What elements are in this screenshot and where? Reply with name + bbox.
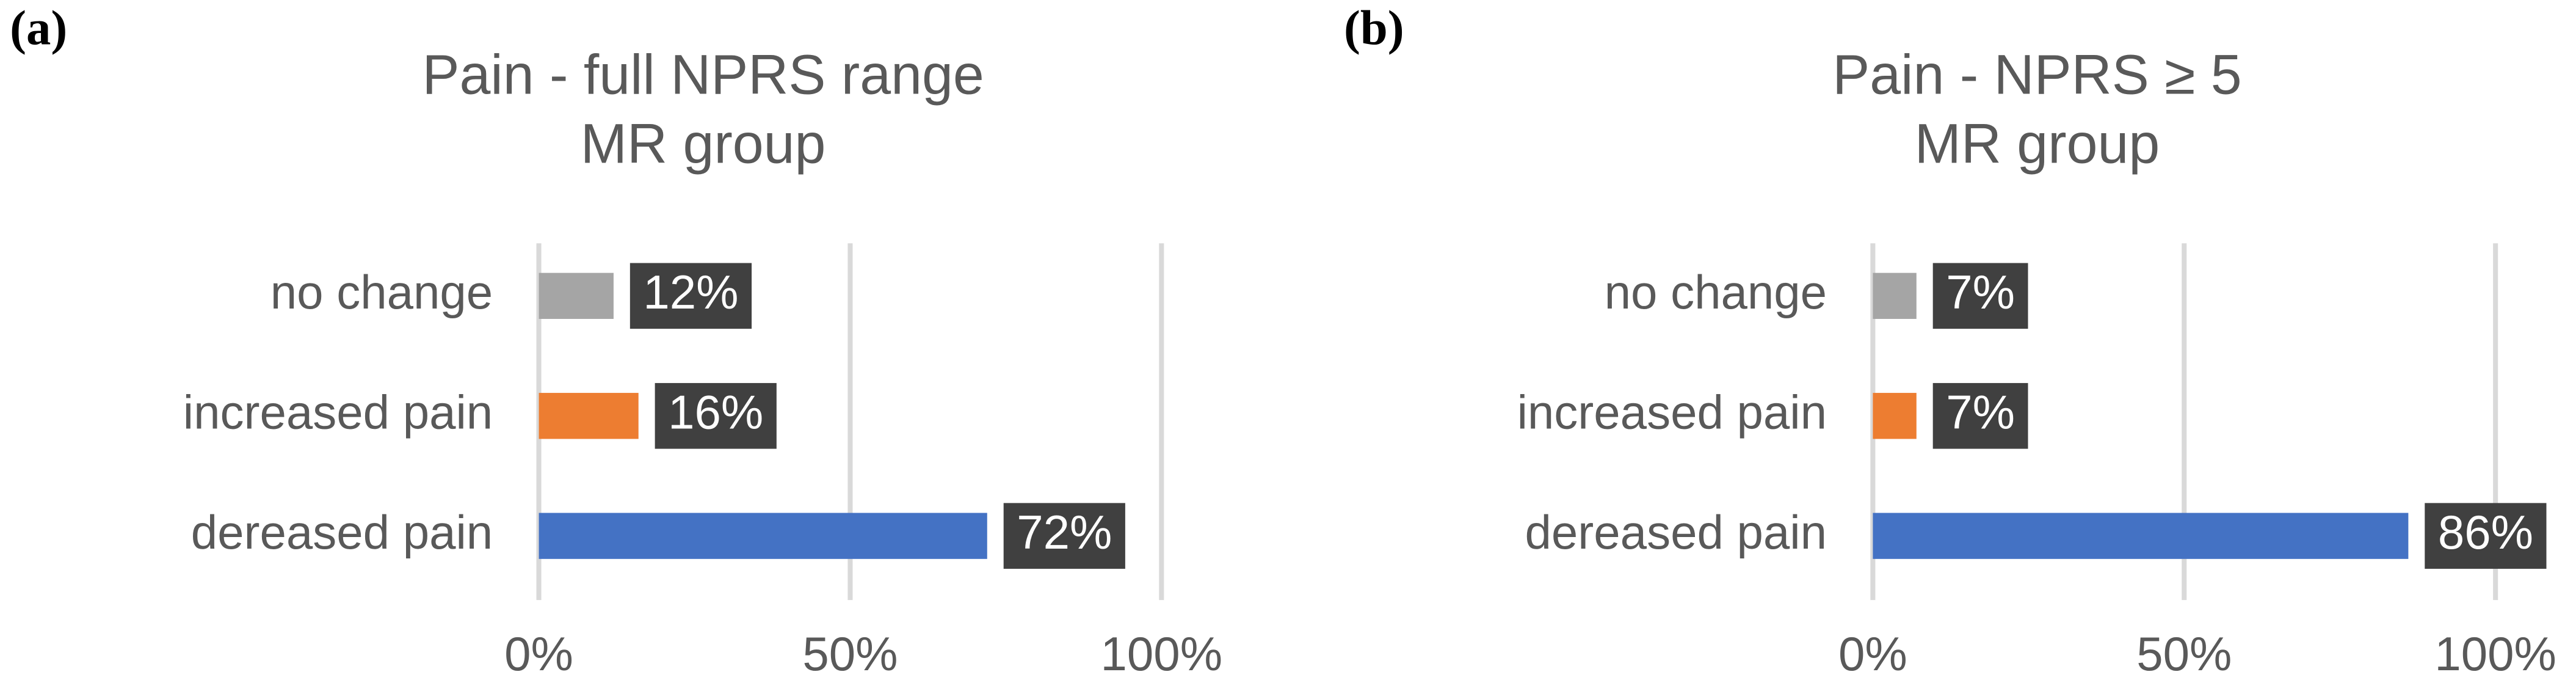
chart-title: Pain - NPRS ≥ 5 [1832, 43, 2241, 106]
data-label-box [655, 382, 777, 449]
x-tick-label: 0% [504, 627, 573, 681]
category-label: no change [1605, 265, 1827, 319]
data-label: 86% [2438, 505, 2533, 559]
panel-label: (b) [1344, 1, 1404, 55]
bar [539, 393, 639, 439]
bar [1873, 393, 1917, 439]
x-tick-label: 50% [802, 627, 898, 681]
x-tick-label: 100% [2434, 627, 2556, 681]
category-label: no change [270, 265, 493, 319]
chart-subtitle: MR group [581, 112, 826, 175]
data-label-box [1003, 503, 1125, 569]
bar [1873, 272, 1917, 319]
data-label: 7% [1946, 265, 2015, 319]
x-tick-label: 0% [1838, 627, 1907, 681]
data-label-box [1932, 382, 2028, 449]
category-label: dereased pain [191, 505, 493, 559]
chart-title: Pain - full NPRS range [423, 43, 984, 106]
x-tick-label: 100% [1101, 627, 1223, 681]
category-label: increased pain [1517, 385, 1827, 439]
data-label-box [629, 263, 752, 329]
category-label: dereased pain [1525, 505, 1827, 559]
category-label: increased pain [183, 385, 493, 439]
data-label: 7% [1946, 385, 2015, 439]
data-label: 72% [1017, 505, 1112, 559]
x-tick-label: 50% [2136, 627, 2232, 681]
data-label: 16% [668, 385, 763, 439]
data-label-box [1932, 263, 2028, 329]
bar [539, 272, 614, 319]
chart-subtitle: MR group [1915, 112, 2160, 175]
panel-label: (a) [10, 1, 67, 55]
bar [1873, 513, 2409, 559]
bar [539, 513, 987, 559]
data-label: 12% [643, 265, 738, 319]
data-label-box [2425, 503, 2547, 569]
